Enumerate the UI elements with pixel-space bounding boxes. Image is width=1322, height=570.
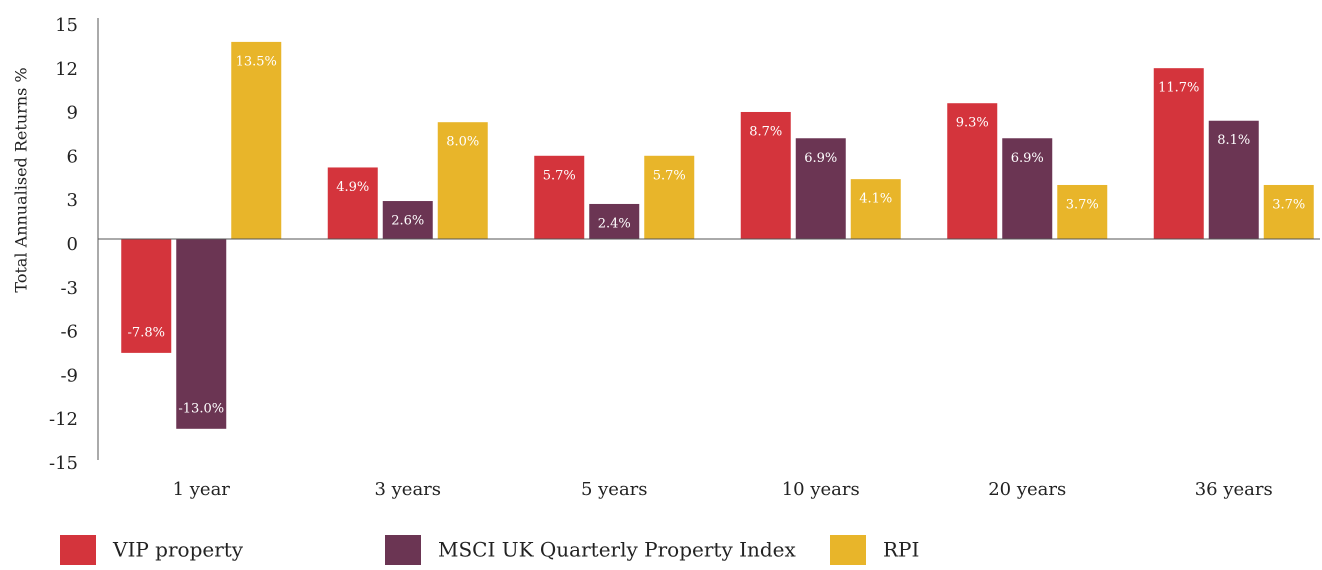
- value-label: 6.9%: [1011, 151, 1044, 166]
- y-tick-label: 9: [67, 103, 78, 124]
- value-label: 2.6%: [391, 214, 424, 229]
- x-tick-label: 3 years: [374, 479, 441, 500]
- bar: [231, 41, 282, 240]
- legend-swatch: [60, 535, 96, 565]
- y-tick-label: 0: [67, 234, 78, 255]
- y-tick-label: 12: [55, 59, 78, 80]
- bar: [1057, 184, 1108, 239]
- bar: [850, 179, 901, 239]
- value-label: 3.7%: [1272, 197, 1305, 212]
- bar: [121, 239, 172, 353]
- x-tick-label: 20 years: [988, 479, 1066, 500]
- bar: [1153, 68, 1204, 240]
- bar: [740, 111, 791, 239]
- value-label: -7.8%: [128, 325, 165, 340]
- y-tick-label: -12: [49, 409, 78, 430]
- bar: [947, 103, 998, 239]
- x-tick-label: 5 years: [581, 479, 648, 500]
- x-tick-label: 1 year: [173, 479, 231, 500]
- value-label: 4.9%: [336, 180, 369, 195]
- bar: [382, 201, 433, 239]
- y-tick-label: 3: [67, 190, 78, 211]
- value-label: 3.7%: [1066, 197, 1099, 212]
- bar: [589, 203, 640, 239]
- bar: [1002, 138, 1053, 239]
- value-label: 2.4%: [598, 216, 631, 231]
- x-tick-label: 36 years: [1195, 479, 1273, 500]
- legend-swatch: [385, 535, 421, 565]
- bar: [795, 138, 846, 239]
- bar: [644, 155, 695, 239]
- y-tick-label: 15: [55, 15, 78, 36]
- bar: [176, 239, 227, 429]
- y-tick-label: 6: [67, 146, 78, 167]
- legend-label: MSCI UK Quarterly Property Index: [438, 538, 797, 562]
- legend-label: VIP property: [112, 538, 244, 562]
- y-axis-title: Total Annualised Returns %: [12, 67, 31, 292]
- bar: [437, 122, 488, 239]
- value-label: 5.7%: [543, 168, 576, 183]
- bar: [327, 167, 378, 239]
- value-label: -13.0%: [178, 401, 224, 416]
- legend-label: RPI: [883, 538, 919, 562]
- y-tick-label: -3: [60, 278, 78, 299]
- value-label: 4.1%: [859, 192, 892, 207]
- value-label: 13.5%: [236, 54, 277, 69]
- y-tick-label: -15: [49, 453, 78, 474]
- value-label: 5.7%: [653, 168, 686, 183]
- x-tick-label: 10 years: [782, 479, 860, 500]
- legend-swatch: [830, 535, 866, 565]
- y-tick-label: -9: [60, 365, 78, 386]
- value-label: 6.9%: [804, 151, 837, 166]
- y-tick-label: -6: [60, 322, 78, 343]
- value-label: 8.0%: [446, 135, 479, 150]
- bar: [1208, 120, 1259, 239]
- value-label: 9.3%: [956, 116, 989, 131]
- value-label: 11.7%: [1158, 81, 1199, 96]
- value-label: 8.7%: [749, 124, 782, 139]
- bar: [1263, 184, 1314, 239]
- value-label: 8.1%: [1217, 133, 1250, 148]
- bar: [534, 155, 585, 239]
